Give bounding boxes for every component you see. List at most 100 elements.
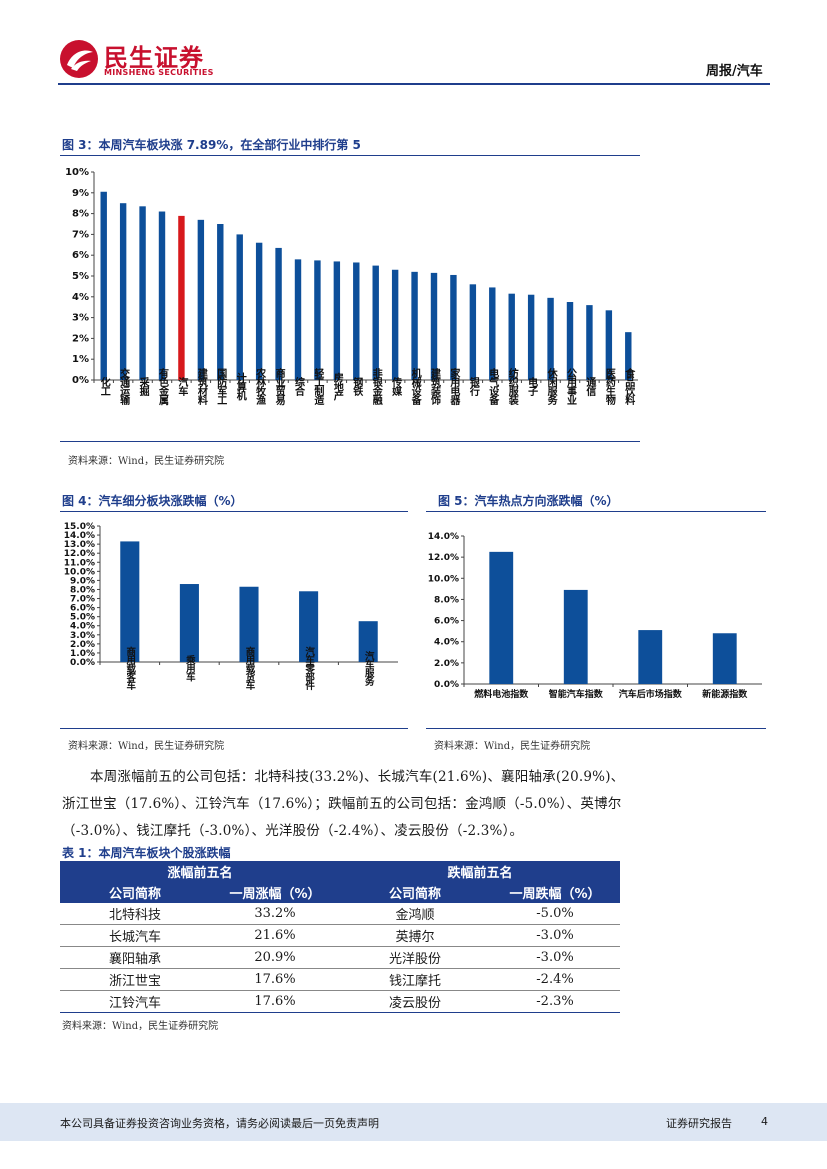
y-tick-label: 7.0%: [70, 595, 95, 605]
fig4-bottom-rule: [60, 728, 408, 729]
x-category-label: 银行: [467, 376, 480, 397]
fig5-caption: 图 5：汽车热点方向涨跌幅（%）: [438, 494, 619, 508]
x-category-label: 通信: [584, 377, 596, 397]
bar: [430, 272, 438, 380]
y-tick-label: 11.0%: [64, 558, 95, 568]
x-category-label: 家用电器: [448, 367, 461, 406]
fig3-bottom-rule: [60, 441, 640, 442]
x-category-label: 机械设备: [409, 367, 422, 406]
footer-page-number: 4: [761, 1115, 768, 1128]
y-tick-label: 7%: [72, 229, 89, 240]
y-tick-label: 8.0%: [434, 595, 459, 605]
bar: [625, 332, 632, 380]
bar: [391, 269, 399, 380]
bar: [255, 242, 263, 380]
table-column-header: 公司简称 一周涨幅（%） 公司简称 一周跌幅（%）: [60, 882, 620, 903]
x-category-label: 非银金融: [370, 367, 383, 406]
x-category-label: 汽车零部件: [303, 646, 316, 691]
table-cell: 33.2%: [254, 906, 296, 921]
x-category-label: 综合: [293, 376, 306, 397]
table-cell: -2.4%: [536, 972, 574, 987]
y-tick-label: 3.0%: [70, 631, 95, 641]
y-tick-label: 1%: [72, 354, 89, 365]
x-category-label: 食品饮料: [623, 367, 636, 406]
bar: [508, 293, 515, 380]
y-tick-label: 2%: [72, 333, 89, 344]
bar: [372, 265, 379, 380]
col-header: 公司简称: [108, 887, 161, 902]
bar: [489, 551, 514, 684]
y-tick-label: 1.0%: [70, 649, 95, 659]
x-category-label: 汽车服务: [363, 650, 375, 687]
table-cell: 江铃汽车: [108, 996, 161, 1011]
bar: [489, 287, 496, 380]
bar: [100, 191, 107, 380]
x-category-label: 新能源指数: [702, 688, 748, 700]
fig4-caption: 图 4：汽车细分板块涨跌幅（%）: [62, 494, 243, 508]
y-tick-label: 5%: [72, 271, 89, 282]
x-category-label: 乘用车: [184, 655, 197, 683]
bar: [314, 260, 321, 380]
logo-cn: 民生证券: [104, 44, 204, 72]
x-category-label: 燃料电池指数: [474, 688, 529, 700]
y-tick-label: 0.0%: [70, 658, 95, 668]
header: 民生证券 MINSHENG SECURITIES 周报/汽车: [0, 0, 827, 90]
y-tick-label: 10.0%: [428, 574, 459, 584]
bar: [275, 247, 282, 380]
bar: [586, 305, 593, 380]
x-category-label: 医药生物: [603, 368, 615, 406]
x-category-label: 有色金属: [157, 367, 170, 406]
bar: [120, 541, 140, 662]
x-category-label: 计算机: [234, 371, 247, 401]
bar: [566, 302, 574, 380]
table-cell: -5.0%: [536, 906, 574, 921]
x-category-label: 汽车后市场指数: [619, 688, 683, 700]
table-row: 江铃汽车 17.6% 凌云股份 -2.3%: [60, 991, 620, 1013]
fig5-caption-rule: [426, 511, 766, 512]
x-category-label: 国防军工: [215, 368, 227, 405]
x-category-label: 智能汽车指数: [549, 688, 604, 700]
y-tick-label: 0.0%: [434, 680, 459, 690]
bar: [139, 206, 146, 380]
table-cell: 金鸿顺: [395, 908, 435, 923]
table-row: 北特科技 33.2% 金鸿顺 -5.0%: [60, 903, 620, 925]
bar: [353, 262, 360, 380]
summary-line-1: 本周涨幅前五的公司包括：北特科技(33.2%)、长城汽车(21.6%)、襄阳轴承…: [90, 769, 625, 785]
bar: [236, 234, 243, 380]
fig5-bottom-rule: [426, 728, 766, 729]
y-tick-label: 10%: [65, 167, 89, 178]
x-category-label: 商业贸易: [273, 367, 285, 406]
bar: [197, 219, 205, 380]
report-category: 周报/汽车: [706, 64, 763, 79]
x-category-label: 建筑材料: [195, 367, 208, 406]
table-row: 长城汽车 21.6% 英搏尔 -3.0%: [60, 925, 620, 947]
table-cell: 17.6%: [254, 994, 296, 1009]
bar: [411, 271, 418, 380]
x-category-label: 建筑装饰: [429, 367, 442, 406]
x-category-label: 房地产: [331, 371, 343, 401]
y-tick-label: 6.0%: [70, 604, 95, 614]
x-category-label: 休闲服务: [545, 367, 558, 406]
fig4-chart: 0.0%1.0%2.0%3.0%4.0%5.0%6.0%7.0%8.0%9.0%…: [64, 522, 398, 691]
table-cell: -2.3%: [536, 994, 574, 1009]
bar: [638, 630, 663, 684]
fig3-caption-rule: [60, 155, 640, 156]
y-tick-label: 13.0%: [64, 540, 95, 550]
table-cell: 襄阳轴承: [108, 952, 161, 967]
footer-disclaimer: 本公司具备证券投资咨询业务资格，请务必阅读最后一页免责声明: [60, 1117, 379, 1130]
x-category-label: 纺织服装: [506, 367, 519, 406]
bar: [299, 591, 319, 662]
x-category-label: 交通运输: [118, 367, 130, 406]
x-category-label: 轻工制造: [312, 367, 324, 406]
y-tick-label: 6%: [72, 250, 89, 261]
x-category-label: 电气设备: [487, 367, 500, 406]
bar: [217, 224, 224, 380]
table-cell: 钱江摩托: [388, 974, 441, 989]
table-row: 襄阳轴承 20.9% 光洋股份 -3.0%: [60, 947, 620, 969]
y-tick-label: 15.0%: [64, 522, 95, 532]
x-category-label: 农林牧渔: [254, 367, 267, 406]
fig5-source: 资料来源：Wind，民生证券研究院: [434, 741, 591, 752]
y-tick-label: 14.0%: [428, 532, 459, 542]
x-category-label: 电子: [526, 376, 538, 397]
table-cell: 浙江世宝: [108, 974, 161, 989]
